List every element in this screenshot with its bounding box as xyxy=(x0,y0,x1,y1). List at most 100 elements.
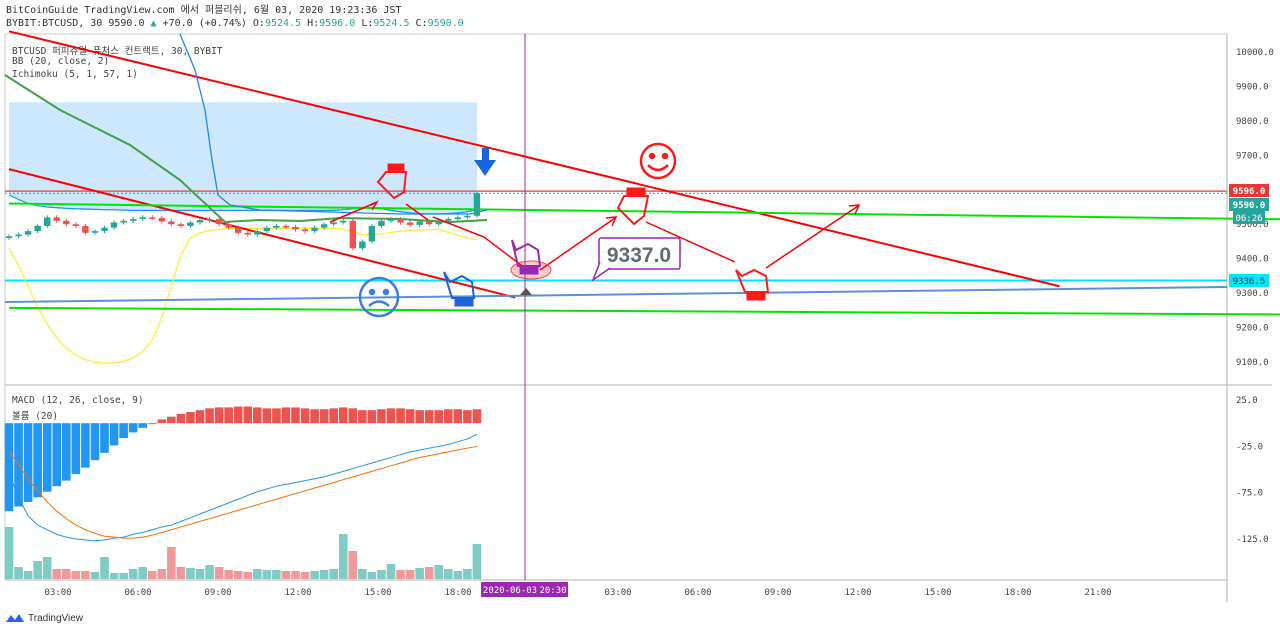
candle xyxy=(254,229,261,237)
volume-bar xyxy=(281,571,291,579)
price-tick: 9900.0 xyxy=(1236,82,1269,92)
legend-ichimoku[interactable]: Ichimoku (5, 1, 57, 1) xyxy=(12,69,138,80)
volume-bar xyxy=(358,569,367,579)
volume-bar xyxy=(23,571,33,579)
macd-histogram-bar xyxy=(358,410,367,424)
candle-body xyxy=(53,217,60,221)
time-tick: 09:00 xyxy=(204,588,231,598)
volume-bar xyxy=(109,573,119,579)
legend-macd[interactable]: MACD (12, 26, close, 9) xyxy=(12,395,144,406)
candle xyxy=(187,220,194,229)
trendline xyxy=(8,30,1060,288)
candle-body xyxy=(292,226,299,230)
candle-body xyxy=(149,217,156,219)
candle xyxy=(282,223,290,230)
signal-line xyxy=(8,445,478,539)
candle-body xyxy=(254,231,261,235)
time-tick: 12:00 xyxy=(284,588,311,598)
volume-bar xyxy=(52,569,62,579)
high-price-badge xyxy=(1229,184,1269,197)
macd-histogram-bar xyxy=(396,408,405,424)
candle-body xyxy=(273,225,280,228)
macd-histogram-bar xyxy=(329,408,338,424)
volume-bar xyxy=(167,547,176,579)
pointing-hand-icon-red-1 xyxy=(376,163,408,200)
legend-bb[interactable]: BB (20, close, 2) xyxy=(12,56,110,67)
price-tick: 9700.0 xyxy=(1236,151,1269,161)
tradingview-logo[interactable]: TradingView xyxy=(6,613,83,624)
candle-body xyxy=(464,215,471,218)
low-label: L: xyxy=(361,18,374,29)
scenario-arrow xyxy=(432,216,526,269)
candle-body xyxy=(34,225,41,232)
candle xyxy=(378,218,385,229)
candle xyxy=(225,222,232,230)
pointing-hand-icon-red-2 xyxy=(616,187,650,226)
volume-bar xyxy=(319,570,329,579)
macd-tick: -75.0 xyxy=(1236,489,1263,499)
moving-average-line xyxy=(4,74,488,224)
candle-body xyxy=(311,227,318,232)
ohlc-bar: BYBIT:BTCUSD, 30 9590.0 ▲ +70.0 (+0.74%)… xyxy=(6,18,464,30)
tradingview-brand: TradingView xyxy=(28,613,84,624)
candle xyxy=(63,218,70,227)
volume-bar xyxy=(310,571,319,579)
scenario-arrow xyxy=(645,221,736,263)
volume-bar xyxy=(128,569,138,579)
candle-body xyxy=(187,222,194,226)
macd-histogram-bar xyxy=(42,423,52,492)
volume-bar xyxy=(138,567,147,579)
publish-info: BitCoinGuide TradingView.com 에서 퍼블리쉬, 6월… xyxy=(6,5,402,16)
volume-bar xyxy=(100,557,109,579)
macd-histogram-bar xyxy=(52,423,62,487)
scenario-arrow xyxy=(329,202,376,223)
volume-bar xyxy=(205,565,214,579)
trendline xyxy=(8,202,1280,221)
candle xyxy=(5,234,13,241)
last-price-text: 9590.0 xyxy=(1233,201,1266,211)
time-tick: 18:00 xyxy=(444,588,471,598)
price-tick: 9100.0 xyxy=(1236,358,1269,368)
candle-body xyxy=(378,220,385,226)
time-tick: 21:00 xyxy=(1084,588,1111,598)
volume-bar xyxy=(272,570,281,579)
macd-histogram-bar xyxy=(243,406,253,424)
pivot-marker-icon xyxy=(520,288,532,295)
scenario-arrows xyxy=(329,200,861,271)
macd-histogram-bar xyxy=(405,409,415,424)
close-value: 9590.0 xyxy=(427,18,464,29)
trendline xyxy=(8,168,516,299)
volume-bar xyxy=(291,571,300,579)
macd-histogram-bar xyxy=(253,407,262,424)
volume-bar xyxy=(81,571,90,579)
candle-body xyxy=(320,224,328,228)
candle xyxy=(34,223,41,234)
volume-bar xyxy=(157,569,167,579)
countdown-badge xyxy=(1233,211,1265,224)
macd-histogram-bar xyxy=(415,410,424,424)
high-price-text: 9596.0 xyxy=(1233,187,1266,197)
open-label: O: xyxy=(252,18,265,29)
candle xyxy=(110,220,118,230)
macd-histogram-bar xyxy=(81,423,90,468)
candle xyxy=(177,222,185,229)
time-tick: 06:00 xyxy=(124,588,151,598)
legend-volume[interactable]: 볼륨 (20) xyxy=(12,411,59,422)
volume-bar xyxy=(14,567,23,579)
volume-bar xyxy=(214,567,224,579)
volume-bar xyxy=(147,571,157,579)
scenario-arrow xyxy=(765,205,859,269)
bb-lower-line xyxy=(8,227,478,364)
level-text: 9336.5 xyxy=(1233,277,1266,287)
macd-histogram-bar xyxy=(109,423,119,446)
time-tick: 12:00 xyxy=(844,588,871,598)
ichimoku-cloud xyxy=(9,102,477,214)
volume-bar xyxy=(243,572,253,579)
macd-histogram-bar xyxy=(157,419,167,424)
macd-histogram-bar xyxy=(4,423,14,512)
price-tick: 9800.0 xyxy=(1236,117,1269,127)
price-callout: 9337.0 xyxy=(591,237,681,283)
candle-body xyxy=(225,224,232,228)
macd-histogram-bar xyxy=(33,423,42,498)
